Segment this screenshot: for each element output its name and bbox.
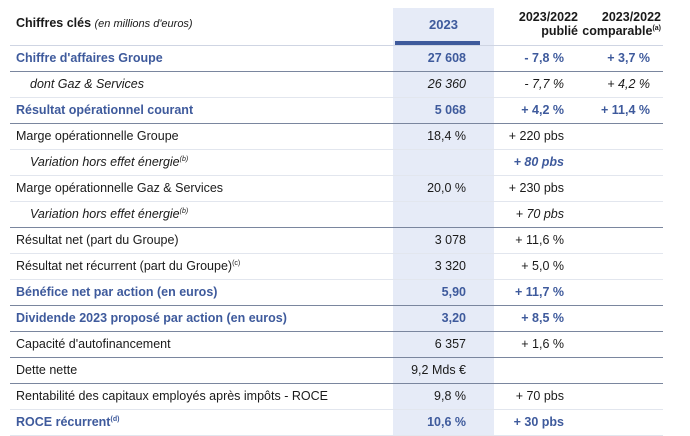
header-underline	[395, 41, 480, 45]
table-row: Bénéfice net par action (en euros) 5,90 + …	[10, 280, 663, 306]
table-row: dont Gaz & Services 26 360- 7,7 % + 4,2 %	[10, 72, 663, 98]
table-row: ROCE récurrent(d) 10,6 % + 30 pbs	[10, 410, 663, 436]
table-row: Résultat net (part du Groupe) 3 078 + 11,6…	[10, 228, 663, 254]
table-row: Variation hors effet énergie(b) + 70 pbs	[10, 202, 663, 228]
table-row: Marge opérationnelle Groupe 18,4 % + 220 p…	[10, 124, 663, 150]
table-row: Dividende 2023 proposé par action (en eu…	[10, 306, 663, 332]
table-row: Chiffre d'affaires Groupe 27 608- 7,8 % + …	[10, 46, 663, 72]
table-row: Résultat net récurrent (part du Groupe)(…	[10, 254, 663, 280]
table-title: Chiffres clés (en millions d'euros)	[16, 16, 193, 30]
table-subtitle: (en millions d'euros)	[94, 18, 193, 30]
table-row: Capacité d'autofinancement 6 357 + 1,6 %	[10, 332, 663, 358]
header-2023: 2023	[393, 8, 494, 45]
key-figures-table: Chiffres clés (en millions d'euros) 2023…	[10, 8, 663, 436]
table-row: Rentabilité des capitaux employés après …	[10, 384, 663, 410]
table-header: Chiffres clés (en millions d'euros) 2023…	[10, 8, 663, 46]
table-row: Variation hors effet énergie(b) + 80 pbs	[10, 150, 663, 176]
table-row: Marge opérationnelle Gaz & Services 20,0 …	[10, 176, 663, 202]
header-comparable: 2023/2022 comparable(a)	[582, 10, 661, 38]
header-published: 2023/2022 publié	[518, 10, 578, 38]
table-row: Dette nette 9,2 Mds €	[10, 358, 663, 384]
table-row: Résultat opérationnel courant 5 068 + 4,2 …	[10, 98, 663, 124]
